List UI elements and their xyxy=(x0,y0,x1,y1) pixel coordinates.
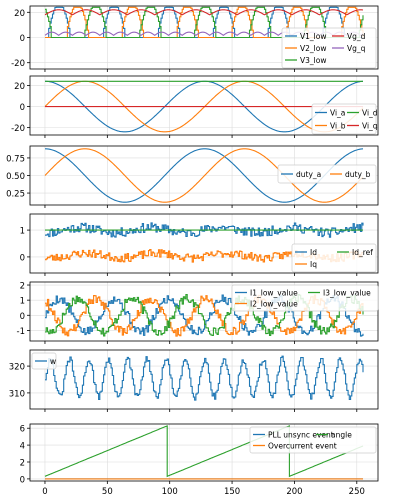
series-group xyxy=(44,425,364,480)
x-tick-label: 200 xyxy=(286,487,302,497)
legend-label: V1_low xyxy=(300,32,326,41)
legend-label: duty_a xyxy=(296,170,321,179)
series-group xyxy=(44,148,364,203)
series-line-w xyxy=(45,355,364,401)
subplot-3: 0.25 0.50 0.75 duty_a duty_b xyxy=(6,145,379,208)
legend-label: PLL unsync event xyxy=(268,431,334,440)
y-tick-label: 0.75 xyxy=(6,154,25,164)
legend: V1_low V2_low V3_low Vg_d Vg_q xyxy=(281,27,377,69)
series-group xyxy=(45,355,364,401)
legend: Vi_a Vi_b Vi_d Vi_q xyxy=(311,103,378,135)
subplot-5: -1 0 1 2 I1_low_value I2_low_value I3_low_valu… xyxy=(17,281,379,344)
legend-label: angle xyxy=(331,431,352,440)
y-tick-label: 20 xyxy=(14,82,25,92)
legend-label: Id_ref xyxy=(352,248,373,257)
series-line-angle xyxy=(44,425,364,478)
series-line-duty_a xyxy=(45,148,364,203)
legend: w xyxy=(31,352,57,370)
legend-label: Vi_d xyxy=(362,109,378,118)
y-tick-label: 6 xyxy=(20,425,25,435)
subplot-6: 310 320 w xyxy=(9,349,379,412)
y-tick-label: 0 xyxy=(20,253,25,263)
y-tick-label: 310 xyxy=(9,389,25,399)
y-tick-label: -1 xyxy=(17,327,25,337)
axes-frame xyxy=(29,75,379,136)
y-tick-label: 1 xyxy=(20,227,25,237)
legend-label: Vg_q xyxy=(347,44,366,53)
y-tick-label: 1 xyxy=(20,297,25,307)
subplot-4: 0 1 Id Iq Id_ref xyxy=(20,213,379,276)
legend-box xyxy=(291,243,377,273)
axes-frame xyxy=(29,281,379,342)
y-tick-label: 0 xyxy=(20,34,25,44)
legend-label: Vi_a xyxy=(330,109,345,118)
legend-box xyxy=(277,164,377,184)
legend-label: V2_low xyxy=(300,44,326,53)
legend-label: w xyxy=(50,357,56,366)
legend-label: duty_b xyxy=(345,170,371,179)
y-tick-label: 0 xyxy=(20,103,25,113)
legend-box xyxy=(231,284,379,312)
series-line-Id xyxy=(45,222,364,238)
axes-frame xyxy=(29,213,379,274)
y-tick-label: 2 xyxy=(20,282,25,292)
series-line-V3_low xyxy=(45,6,364,39)
y-tick-label: 2 xyxy=(20,459,25,469)
x-tick-label: 0 xyxy=(42,487,47,497)
y-tick-label: 0 xyxy=(20,312,25,322)
series-line-I3_low_value xyxy=(45,293,364,337)
axes-frame xyxy=(29,423,379,482)
legend: Id Iq Id_ref xyxy=(291,243,377,273)
legend-label: Iq xyxy=(310,260,317,269)
y-tick-label: 0.25 xyxy=(6,190,25,200)
legend-box xyxy=(281,27,377,69)
legend: PLL unsync event Overcurrent event angle xyxy=(249,426,377,454)
x-tick-label: 100 xyxy=(162,487,178,497)
legend-box xyxy=(311,103,377,135)
y-tick-label: 320 xyxy=(9,363,25,373)
subplot-2: -20 0 20 Vi_a Vi_b Vi_d Vi_q xyxy=(11,75,379,138)
subplot-7: 0 2 4 6 0 50 100 150 200 250 PLL unsync event Overc… xyxy=(20,423,379,497)
legend: I1_low_value I2_low_value I3_low_value xyxy=(231,284,379,312)
series-line-Vi_b xyxy=(44,80,364,133)
y-tick-label: -20 xyxy=(11,124,25,134)
series-line-Vg_d xyxy=(44,9,364,16)
y-tick-label: 0.50 xyxy=(6,172,25,182)
y-tick-label: 20 xyxy=(14,9,25,19)
legend-label: Id xyxy=(310,248,317,257)
x-tick-label: 50 xyxy=(102,487,113,497)
legend-label: V3_low xyxy=(300,56,326,65)
series-group xyxy=(44,80,364,133)
x-tick-label: 150 xyxy=(224,487,240,497)
legend-label: I2_low_value xyxy=(250,300,298,309)
legend-label: Vi_q xyxy=(362,122,378,131)
legend-box xyxy=(249,426,377,454)
y-tick-label: 0 xyxy=(20,475,25,485)
legend-label: Vi_b xyxy=(330,122,346,131)
y-tick-label: -20 xyxy=(11,59,25,69)
series-line-duty_b xyxy=(44,148,364,203)
axes-frame xyxy=(29,349,379,410)
legend: duty_a duty_b xyxy=(277,164,377,184)
legend-label: I3_low_value xyxy=(323,289,371,298)
legend-label: Overcurrent event xyxy=(268,442,337,451)
subplot-1: -20 0 20 V1_low V2_low V3_low Vg_d Vg_q xyxy=(11,5,379,72)
x-tick-label: 250 xyxy=(349,487,365,497)
y-tick-label: 4 xyxy=(20,442,25,452)
legend-label: Vg_d xyxy=(347,32,366,41)
legend-label: I1_low_value xyxy=(250,289,298,298)
